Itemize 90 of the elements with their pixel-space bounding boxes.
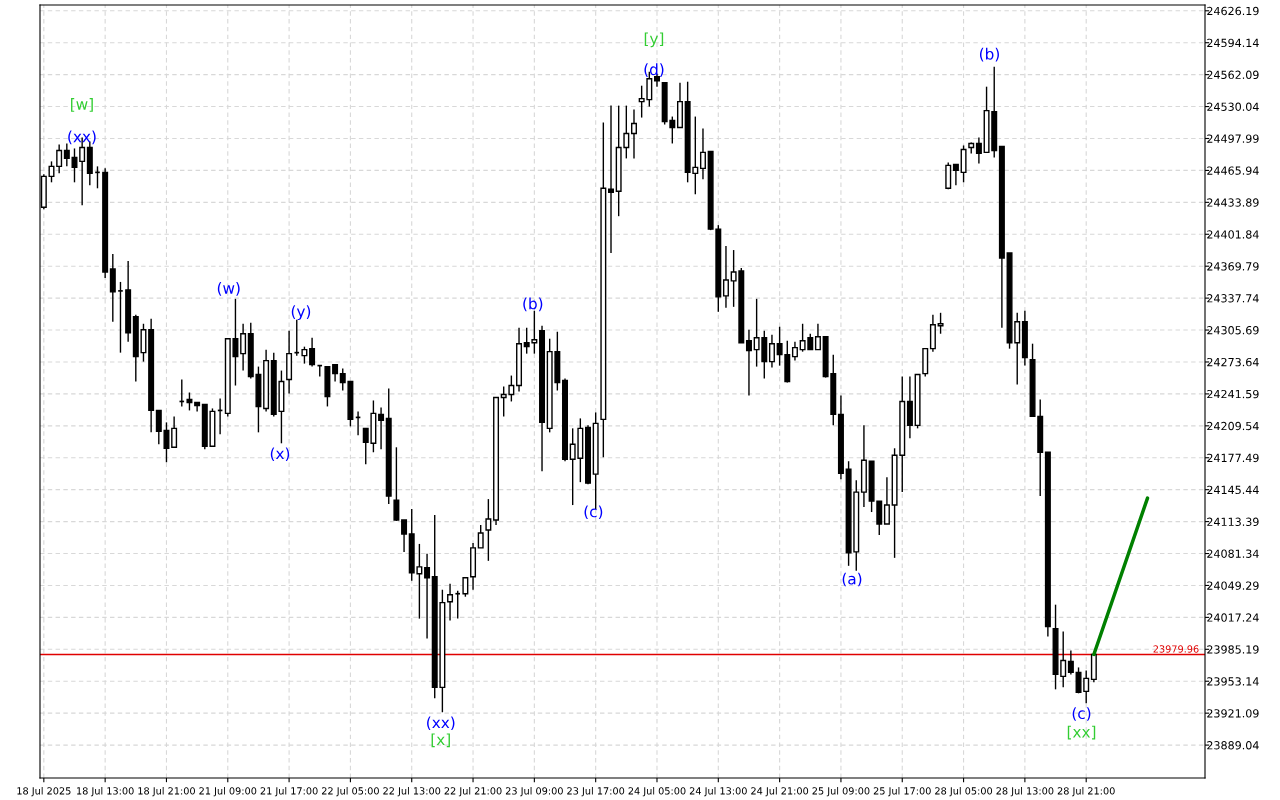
annotation: (w) xyxy=(217,282,240,296)
x-tick-label: 25 Jul 09:00 xyxy=(812,787,870,797)
candlestick xyxy=(378,406,385,450)
y-tick-label: 24562.09 xyxy=(1207,70,1259,80)
y-tick-label: 24209.54 xyxy=(1207,421,1259,431)
y-tick-label: 24273.64 xyxy=(1207,357,1259,367)
y-tick-label: 24626.19 xyxy=(1207,6,1259,16)
x-tick-label: 18 Jul 13:00 xyxy=(77,787,134,797)
x-tick-label: 24 Jul 21:00 xyxy=(751,787,809,797)
candlestick xyxy=(722,245,729,309)
x-tick-label: 23 Jul 17:00 xyxy=(567,787,625,797)
y-tick-label: 24401.84 xyxy=(1207,230,1259,239)
x-tick-label: 22 Jul 21:00 xyxy=(444,787,502,797)
x-tick-label: 21 Jul 09:00 xyxy=(199,787,257,797)
y-tick-label: 24081.34 xyxy=(1207,549,1259,558)
annotation: (d) xyxy=(644,63,664,77)
x-tick-label: 21 Jul 17:00 xyxy=(260,787,318,797)
candlestick xyxy=(945,161,952,190)
x-tick-label: 24 Jul 05:00 xyxy=(628,787,686,797)
y-tick-label: 24594.14 xyxy=(1207,38,1259,48)
candlestick xyxy=(393,446,400,522)
candlestick xyxy=(462,577,469,598)
x-tick-label: 18 Jul 21:00 xyxy=(138,787,195,797)
candlestick xyxy=(814,323,821,351)
candlestick xyxy=(699,127,706,181)
y-tick-label: 24530.04 xyxy=(1207,102,1259,111)
y-tick-label: 24337.74 xyxy=(1207,294,1259,303)
candlestick xyxy=(401,519,408,553)
annotation: (b) xyxy=(523,297,543,312)
candlestick xyxy=(109,253,116,323)
y-tick-label: 23889.04 xyxy=(1207,741,1259,750)
candlestick xyxy=(485,498,492,562)
candlestick xyxy=(117,281,124,354)
candlestick xyxy=(929,314,936,353)
x-tick-label: 22 Jul 13:00 xyxy=(383,787,441,797)
annotation: (x) xyxy=(270,447,290,462)
y-tick-label: 24177.49 xyxy=(1207,453,1259,463)
y-tick-label: 23921.09 xyxy=(1207,709,1259,718)
x-tick-label: 18 Jul 2025 xyxy=(17,787,71,797)
x-tick-label: 24 Jul 13:00 xyxy=(689,787,747,797)
annotation: [w] xyxy=(71,98,93,112)
annotation: (y) xyxy=(291,305,311,321)
candlestick xyxy=(171,415,178,448)
candlestick xyxy=(883,476,890,525)
annotation: (c) xyxy=(584,505,603,520)
annotation: [y] xyxy=(644,32,664,48)
y-tick-label: 23985.19 xyxy=(1207,645,1259,654)
y-tick-label: 24017.24 xyxy=(1207,613,1259,622)
annotation: (xx) xyxy=(68,130,96,145)
y-tick-label: 24497.99 xyxy=(1207,134,1259,143)
annotation: (c) xyxy=(1072,707,1091,721)
y-tick-label: 24433.89 xyxy=(1207,198,1259,207)
annotation: [x] xyxy=(431,733,450,748)
x-tick-label: 28 Jul 13:00 xyxy=(996,787,1054,797)
annotation: (xx) xyxy=(427,716,455,731)
y-tick-label: 24113.39 xyxy=(1207,517,1259,526)
candlestick xyxy=(309,337,316,368)
annotation: (a) xyxy=(842,572,862,587)
candlestick xyxy=(745,329,752,397)
candlestick xyxy=(447,583,454,622)
x-tick-label: 28 Jul 21:00 xyxy=(1057,787,1115,797)
y-tick-label: 24145.44 xyxy=(1207,485,1259,495)
y-tick-label: 24369.79 xyxy=(1207,262,1259,271)
candlestick xyxy=(906,375,913,440)
candlestick xyxy=(424,553,431,640)
candlestick xyxy=(791,340,798,362)
y-tick-label: 24049.29 xyxy=(1207,581,1259,590)
x-tick-label: 23 Jul 09:00 xyxy=(505,787,563,797)
x-tick-label: 28 Jul 05:00 xyxy=(935,787,993,797)
candlestick xyxy=(631,108,637,160)
y-tick-label: 24241.59 xyxy=(1207,389,1259,399)
y-tick-label: 24465.94 xyxy=(1207,166,1259,175)
ref-line-label: 23979.96 xyxy=(1153,645,1199,653)
x-tick-label: 25 Jul 17:00 xyxy=(873,787,931,797)
x-tick-label: 22 Jul 05:00 xyxy=(321,787,379,797)
annotation: (b) xyxy=(979,47,999,62)
candlestick xyxy=(975,136,982,165)
candlestick xyxy=(960,144,967,184)
y-tick-label: 23953.14 xyxy=(1207,677,1259,686)
candlestick xyxy=(768,334,775,369)
candlestick xyxy=(952,163,959,186)
candlestick xyxy=(477,524,484,549)
candlestick xyxy=(240,323,247,372)
candlestick xyxy=(454,590,461,620)
candlestick xyxy=(937,312,944,335)
candlestick xyxy=(1067,649,1074,676)
candlestick xyxy=(608,104,614,254)
y-tick-label: 24305.69 xyxy=(1207,326,1259,335)
annotation: [xx] xyxy=(1067,725,1096,740)
candlestick xyxy=(56,143,63,175)
